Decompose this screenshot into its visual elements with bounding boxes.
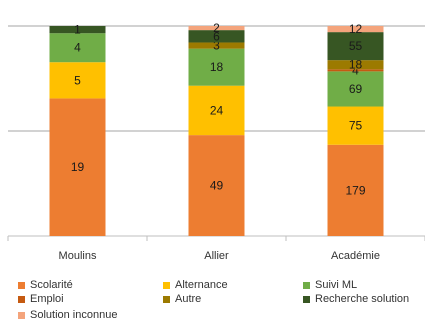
bar-moulins-alternance (49, 62, 106, 99)
data-label: 75 (349, 119, 363, 133)
bar-academie-scolarite (327, 144, 384, 236)
bar-academie-alternance (327, 106, 384, 145)
legend-label: Suivi ML (315, 279, 358, 291)
data-label: 4 (74, 41, 81, 55)
data-label: 179 (345, 183, 365, 197)
legend-swatch (163, 281, 170, 289)
legend-swatch (163, 295, 170, 303)
legend-label: Solution inconnue (30, 309, 118, 321)
bar-allier-suivi-ml (188, 48, 245, 86)
x-tick-label: Académie (331, 250, 380, 262)
bar-academie-autre (327, 60, 384, 70)
bar-allier-recherche-solution (188, 30, 245, 43)
legend-swatch (18, 281, 25, 289)
legend-label: Emploi (30, 293, 64, 305)
legend-label: Alternance (175, 279, 228, 291)
data-label: 18 (349, 58, 363, 72)
bar-allier-solution-inconnue (188, 26, 245, 31)
data-label: 69 (349, 82, 363, 96)
bar-academie-emploi (327, 69, 384, 72)
data-label: 4 (352, 63, 359, 77)
legend-item-scolarite: Scolarité (18, 279, 73, 291)
data-label: 19 (71, 160, 85, 174)
bar-allier-scolarite (188, 135, 245, 236)
legend-item-solution-inconnue: Solution inconnue (18, 309, 117, 321)
legend-label: Autre (175, 293, 202, 305)
legend-item-recherche-solution: Recherche solution (303, 293, 409, 305)
bar-moulins-scolarite (49, 98, 106, 237)
data-label: 6 (213, 29, 220, 43)
data-label: 18 (210, 60, 224, 74)
data-label: 1 (74, 23, 81, 37)
bar-academie-recherche-solution (327, 32, 384, 61)
data-label: 55 (349, 39, 363, 53)
bar-allier-alternance (188, 85, 245, 136)
data-label: 24 (210, 103, 224, 117)
legend-label: Recherche solution (315, 293, 410, 305)
data-label: 49 (210, 179, 224, 193)
legend-item-emploi: Emploi (18, 293, 64, 305)
legend-item-suivi-ml: Suivi ML (303, 279, 357, 291)
bar-moulins-recherche-solution (49, 26, 106, 34)
data-label: 12 (349, 22, 363, 36)
legend-swatch (18, 295, 25, 303)
legend-label: Scolarité (30, 279, 73, 291)
bar-allier-autre (188, 42, 245, 49)
bar-academie-suivi-ml (327, 71, 384, 107)
legend-item-autre: Autre (163, 293, 201, 305)
legend-swatch (303, 281, 310, 289)
x-tick-label: Allier (204, 250, 229, 262)
legend-item-alternance: Alternance (163, 279, 228, 291)
legend-swatch (303, 295, 310, 303)
data-label: 3 (213, 39, 220, 53)
bar-moulins-suivi-ml (49, 33, 106, 63)
bar-academie-solution-inconnue (327, 26, 384, 33)
data-label: 5 (74, 73, 81, 87)
data-label: 2 (213, 21, 220, 35)
x-tick-label: Moulins (59, 250, 97, 262)
legend-swatch (18, 311, 25, 319)
